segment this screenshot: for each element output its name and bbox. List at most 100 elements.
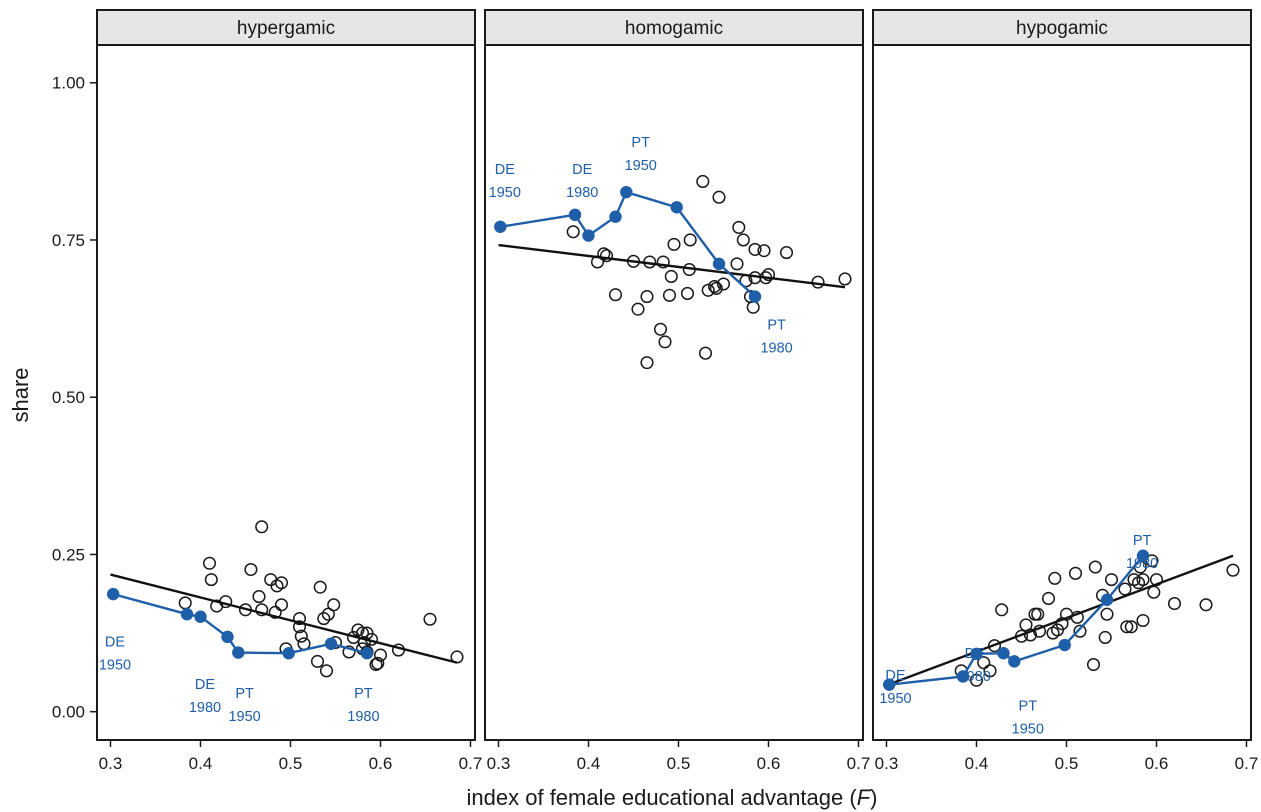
y-axis-title: share bbox=[8, 367, 33, 422]
data-point bbox=[716, 277, 731, 291]
x-tick-label: 0.4 bbox=[189, 754, 213, 773]
x-tick-label: 0.3 bbox=[487, 754, 511, 773]
annotation-line: 1950 bbox=[1012, 721, 1044, 737]
annotation-line: 1980 bbox=[760, 340, 792, 356]
annotation-label: PT 1980 bbox=[760, 317, 792, 356]
data-point bbox=[779, 246, 794, 260]
y-tick-label: 0.75 bbox=[52, 231, 85, 250]
x-tick-label: 0.4 bbox=[965, 754, 989, 773]
highlight-point bbox=[970, 647, 983, 661]
data-point bbox=[244, 563, 258, 577]
data-point bbox=[653, 322, 668, 336]
annotation-label: DE 1950 bbox=[489, 162, 521, 201]
x-tick-label: 0.6 bbox=[369, 754, 393, 773]
data-point bbox=[255, 520, 269, 534]
y-tick-label: 0.50 bbox=[52, 388, 85, 407]
data-point bbox=[1226, 563, 1240, 577]
highlight-point bbox=[997, 647, 1010, 660]
highlight-point bbox=[712, 257, 726, 271]
annotation-line: 1950 bbox=[99, 657, 131, 673]
data-point bbox=[319, 664, 334, 678]
data-point bbox=[683, 233, 697, 247]
data-point bbox=[313, 580, 327, 594]
panel-hypogamic: hypogamic 0.3 0.4 0.5 0.6 0.7 DE 1950 DE 1980 PT 19… bbox=[872, 9, 1259, 773]
data-point bbox=[1199, 598, 1213, 612]
data-point bbox=[1136, 613, 1150, 628]
annotation-line: 1980 bbox=[189, 700, 221, 716]
data-point bbox=[730, 257, 744, 271]
data-point bbox=[342, 645, 356, 659]
data-point bbox=[1041, 591, 1056, 606]
highlight-point bbox=[883, 678, 896, 691]
data-point bbox=[292, 620, 307, 634]
annotation-label: PT 1980 bbox=[347, 686, 379, 725]
highlight-point bbox=[582, 229, 595, 242]
annotation-line: 1950 bbox=[625, 158, 657, 174]
data-point bbox=[838, 272, 852, 286]
panel-strip bbox=[872, 9, 1252, 46]
x-tick-label: 0.7 bbox=[459, 754, 483, 773]
x-tick-label: 0.6 bbox=[757, 754, 781, 773]
highlight-point bbox=[107, 587, 120, 601]
panel-strip-label: homogamic bbox=[625, 18, 723, 39]
trend-line bbox=[498, 243, 846, 289]
highlight-point bbox=[221, 630, 234, 644]
data-point bbox=[640, 290, 654, 304]
x-axis-title-main: index of female educational advantage ( bbox=[467, 785, 858, 810]
highlight-point bbox=[1136, 549, 1150, 562]
annotation-line: PT bbox=[235, 686, 254, 702]
data-point bbox=[1120, 620, 1134, 634]
trend-line bbox=[110, 573, 458, 664]
data-point bbox=[983, 664, 997, 678]
data-point bbox=[631, 302, 645, 316]
data-point bbox=[761, 268, 776, 282]
y-tick-label: 0.25 bbox=[52, 545, 85, 564]
panel-hypergamic: hypergamic 0.3 0.4 0.5 0.6 0.7 DE 1950 DE 1980 PT 1… bbox=[96, 9, 483, 773]
data-point bbox=[1031, 607, 1045, 621]
highlight-point bbox=[1058, 638, 1071, 652]
x-tick-label: 0.5 bbox=[279, 754, 303, 773]
data-point bbox=[274, 598, 289, 612]
data-point bbox=[274, 576, 289, 590]
panel-strip bbox=[484, 9, 864, 46]
data-point bbox=[566, 225, 580, 239]
annotation-line: 1950 bbox=[879, 691, 911, 707]
data-point bbox=[1104, 573, 1119, 587]
data-point bbox=[748, 242, 762, 256]
annotation-label: DE 1980 bbox=[959, 646, 991, 685]
data-point bbox=[292, 612, 307, 626]
highlight-point bbox=[956, 670, 970, 683]
x-tick-label: 0.3 bbox=[875, 754, 899, 773]
data-point bbox=[252, 590, 266, 604]
data-point bbox=[707, 279, 722, 294]
data-point bbox=[1073, 624, 1087, 638]
data-point bbox=[656, 255, 670, 269]
data-point bbox=[662, 288, 677, 302]
annotation-line: 1980 bbox=[347, 709, 379, 725]
data-point bbox=[294, 629, 308, 643]
x-tick-label: 0.6 bbox=[1145, 754, 1169, 773]
annotation-label: DE 1980 bbox=[189, 677, 221, 716]
annotation-label: PT 1950 bbox=[1012, 698, 1044, 737]
highlight-point bbox=[609, 210, 622, 223]
highlight-point bbox=[1100, 593, 1114, 606]
data-point bbox=[680, 286, 695, 300]
annotation-line: PT bbox=[1019, 698, 1038, 714]
data-point bbox=[995, 603, 1009, 617]
x-tick-label: 0.4 bbox=[577, 754, 601, 773]
annotation-label: PT 1950 bbox=[228, 686, 260, 725]
x-axis-title-variable: F bbox=[857, 785, 872, 810]
data-point bbox=[450, 650, 464, 664]
highlight-point bbox=[1008, 655, 1021, 668]
annotation-label: DE 1980 bbox=[566, 162, 598, 201]
data-point bbox=[696, 174, 710, 189]
annotation-line: PT bbox=[1133, 533, 1152, 549]
data-point bbox=[658, 335, 672, 349]
x-tick-label: 0.3 bbox=[99, 754, 123, 773]
highlight-point bbox=[494, 220, 507, 233]
highlight-point bbox=[324, 637, 338, 650]
data-point bbox=[1088, 560, 1102, 574]
x-tick-label: 0.7 bbox=[1235, 754, 1259, 773]
y-tick-label: 1.00 bbox=[52, 74, 85, 93]
data-point bbox=[1068, 566, 1083, 580]
